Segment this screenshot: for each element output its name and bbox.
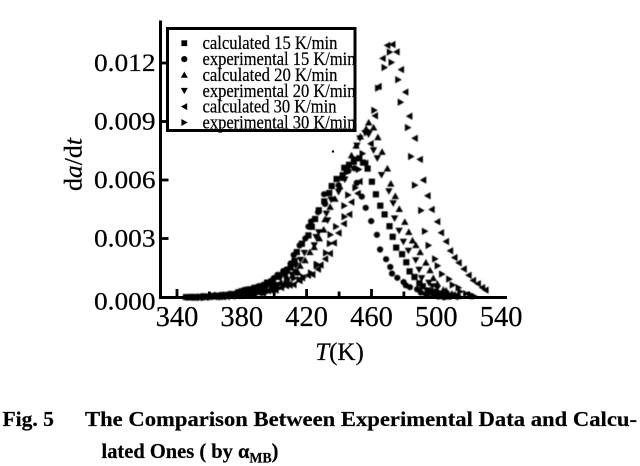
svg-text:da/dt: da/dt [61,137,88,191]
svg-text:calculated 30 K/min: calculated 30 K/min [203,98,337,118]
svg-text:340: 340 [156,302,199,333]
svg-text:calculated 15 K/min: calculated 15 K/min [203,34,338,54]
svg-text:0.009: 0.009 [94,109,156,136]
svg-text:0.000: 0.000 [94,289,156,316]
svg-text:experimental 30 K/min: experimental 30 K/min [203,113,356,133]
svg-text:0.006: 0.006 [94,167,156,194]
svg-text:540: 540 [480,302,523,333]
svg-text:lated Ones ( by αMB): lated Ones ( by αMB) [102,439,279,466]
svg-text:0.003: 0.003 [94,226,156,253]
svg-text:500: 500 [415,302,458,333]
svg-text:The Comparison Between Experim: The Comparison Between Experimental Data… [85,407,637,431]
svg-text:380: 380 [220,302,263,333]
svg-text:experimental 15 K/min: experimental 15 K/min [203,50,356,70]
svg-text:T(K): T(K) [315,339,364,366]
svg-text:experimental 20 K/min: experimental 20 K/min [203,82,356,102]
svg-text:420: 420 [285,302,328,333]
svg-text:Fig. 5: Fig. 5 [3,407,54,431]
svg-text:0.012: 0.012 [94,50,156,77]
svg-text:460: 460 [350,302,393,333]
svg-text:calculated 20 K/min: calculated 20 K/min [203,66,338,86]
